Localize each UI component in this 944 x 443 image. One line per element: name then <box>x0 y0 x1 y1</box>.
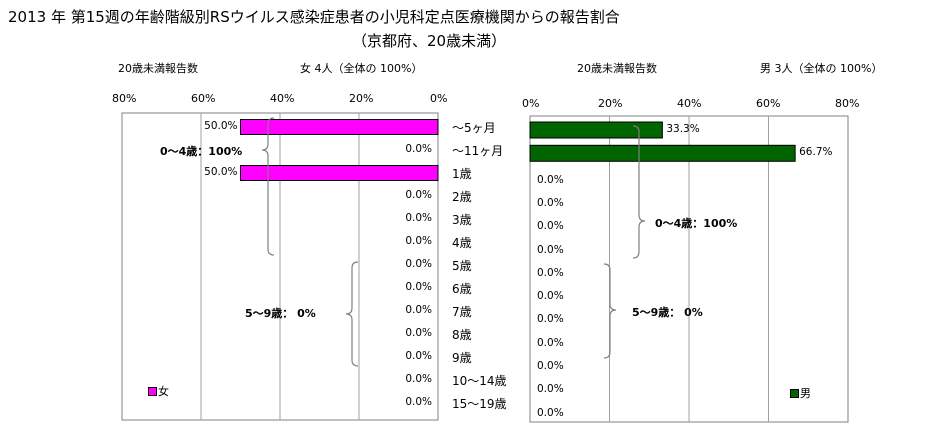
male-x-tick-40: 40% <box>677 97 702 110</box>
female-value-label: 50.0% <box>204 120 238 132</box>
category-label: 15〜19歳 <box>452 397 507 411</box>
male-x-tick-0: 0% <box>522 97 540 110</box>
category-label: 7歳 <box>452 305 472 319</box>
female-value-label: 0.0% <box>405 350 432 362</box>
category-label: 9歳 <box>452 351 472 365</box>
female-legend-swatch <box>148 387 157 396</box>
male-x-tick-60: 60% <box>756 97 781 110</box>
female-annotation-0-4: 0〜4歳：100% <box>160 145 243 158</box>
female-legend-label: 女 <box>158 385 169 398</box>
male-value-label: 0.0% <box>537 336 564 349</box>
male-value-label: 33.3% <box>666 123 700 135</box>
male-value-label: 0.0% <box>537 266 564 279</box>
female-value-label: 0.0% <box>405 304 432 316</box>
male-value-label: 0.0% <box>537 173 564 186</box>
category-label: 〜5ヶ月 <box>452 121 496 135</box>
male-legend-swatch <box>790 389 799 398</box>
chart-subtitle: （京都府、20歳未満） <box>352 32 507 50</box>
female-total-label: 女 4人（全体の 100%） <box>300 62 423 75</box>
male-annotation-0-4: 0〜4歳：100% <box>655 217 738 230</box>
male-value-label: 66.7% <box>799 146 833 159</box>
category-label: 〜11ヶ月 <box>452 144 504 158</box>
male-value-label: 0.0% <box>537 220 564 233</box>
male-value-label: 0.0% <box>537 196 564 209</box>
female-value-label: 0.0% <box>405 258 432 270</box>
category-label: 8歳 <box>452 328 472 342</box>
category-label: 5歳 <box>452 259 472 273</box>
male-value-label: 0.0% <box>537 243 564 256</box>
female-x-tick-20: 20% <box>349 92 374 105</box>
male-value-label: 0.0% <box>537 290 564 303</box>
chart-title: 2013 年 第15週の年齢階級別RSウイルス感染症患者の小児科定点医療機関から… <box>8 8 620 26</box>
female-value-label: 0.0% <box>405 212 432 224</box>
female-value-label: 0.0% <box>405 373 432 385</box>
category-label: 6歳 <box>452 282 472 296</box>
male-bracket-5-9 <box>603 263 617 359</box>
male-value-label: 0.0% <box>537 313 564 326</box>
male-count-label: 20歳未満報告数 <box>577 62 657 75</box>
female-bracket-5-9 <box>345 261 359 367</box>
male-total-label: 男 3人（全体の 100%） <box>760 62 883 75</box>
category-label: 4歳 <box>452 236 472 250</box>
female-count-label: 20歳未満報告数 <box>118 62 198 75</box>
female-bar <box>240 165 439 181</box>
female-value-label: 0.0% <box>405 327 432 339</box>
female-annotation-5-9: 5〜9歳： 0% <box>245 307 316 320</box>
female-x-tick-60: 60% <box>191 92 216 105</box>
female-value-label: 0.0% <box>405 143 432 155</box>
female-x-tick-80: 80% <box>112 92 137 105</box>
category-label: 1歳 <box>452 167 472 181</box>
male-bar <box>529 144 796 162</box>
male-x-tick-80: 80% <box>835 97 860 110</box>
male-bracket-0-4 <box>632 125 646 259</box>
female-value-label: 0.0% <box>405 281 432 293</box>
male-value-label: 0.0% <box>537 406 564 419</box>
female-x-tick-40: 40% <box>270 92 295 105</box>
male-value-label: 0.0% <box>537 383 564 396</box>
category-label: 10〜14歳 <box>452 374 507 388</box>
category-label: 3歳 <box>452 213 472 227</box>
male-bar <box>529 121 663 139</box>
category-label: 2歳 <box>452 190 472 204</box>
female-value-label: 0.0% <box>405 235 432 247</box>
male-x-tick-20: 20% <box>598 97 623 110</box>
female-bar <box>240 119 439 135</box>
female-bracket-0-4 <box>261 117 275 256</box>
female-value-label: 0.0% <box>405 396 432 408</box>
female-value-label: 50.0% <box>204 166 238 178</box>
male-value-label: 0.0% <box>537 360 564 372</box>
male-legend-label: 男 <box>800 387 811 400</box>
female-x-tick-0: 0% <box>430 92 448 105</box>
male-annotation-5-9: 5〜9歳： 0% <box>632 306 703 319</box>
female-value-label: 0.0% <box>405 189 432 201</box>
